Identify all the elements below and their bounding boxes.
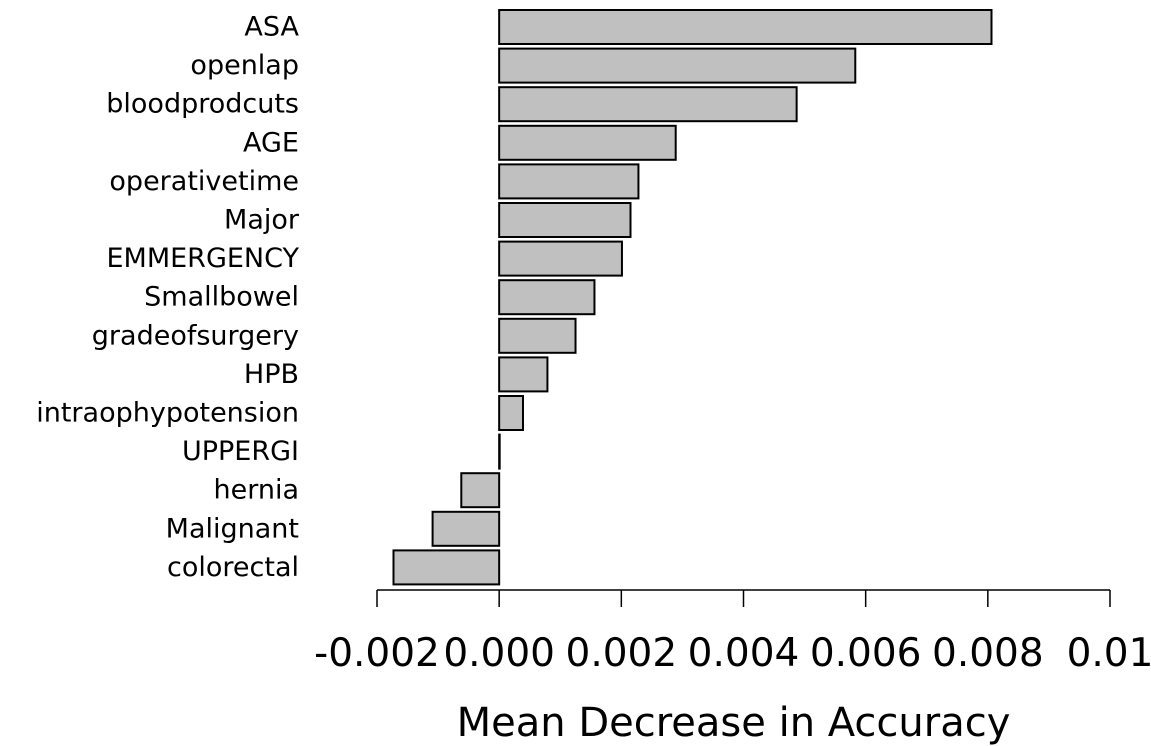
bar-gradeofsurgery [498, 317, 577, 354]
bar-colorectal [392, 549, 501, 586]
category-labels: ASA openlap bloodprodcuts AGE operativetime M… [36, 12, 300, 583]
category-label-malignant: Malignant [166, 513, 299, 544]
category-label-intraophypotension: intraophypotension [36, 398, 299, 429]
category-label-openlap: openlap [190, 50, 299, 81]
x-tick-label: 0.006 [810, 631, 922, 676]
category-label-bloodprodcuts: bloodprodcuts [106, 89, 299, 120]
category-label-age: AGE [243, 127, 299, 158]
category-label-major: Major [224, 205, 300, 236]
x-tick-label: 0.004 [688, 631, 800, 676]
bar-age [498, 124, 677, 161]
bar-uppergi [498, 433, 501, 470]
bar-hernia [460, 472, 501, 509]
bar-major [498, 202, 632, 238]
bar-emmergency [498, 240, 623, 277]
category-label-colorectal: colorectal [167, 552, 299, 583]
bar-hpb [498, 356, 549, 393]
bar-smallbowel [498, 279, 596, 316]
bar-openlap [498, 47, 857, 84]
category-label-hpb: HPB [244, 359, 299, 390]
bar-malignant [431, 510, 501, 547]
bar-operativetime [498, 163, 640, 200]
bar-intraophypotension [498, 395, 524, 431]
bars-group [392, 9, 993, 586]
x-tick-label: 0.002 [566, 631, 678, 676]
category-label-hernia: hernia [213, 475, 299, 506]
category-label-smallbowel: Smallbowel [144, 282, 299, 313]
x-tick-label: 0.000 [443, 631, 555, 676]
x-tick-label: 0.008 [932, 631, 1044, 676]
category-label-asa: ASA [244, 12, 299, 43]
category-label-operativetime: operativetime [109, 166, 299, 197]
x-tick-label: -0.002 [314, 631, 440, 676]
category-label-uppergi: UPPERGI [182, 436, 299, 467]
category-label-emmergency: EMMERGENCY [106, 243, 299, 274]
category-label-gradeofsurgery: gradeofsurgery [92, 320, 299, 351]
bar-bloodprodcuts [498, 86, 798, 123]
x-tick-label: 0.01 [1067, 631, 1151, 676]
x-axis: -0.002 0.000 0.002 0.004 0.006 0.008 0.01 [314, 589, 1151, 676]
bar-asa [498, 9, 993, 45]
x-axis-title: Mean Decrease in Accuracy [457, 700, 1011, 746]
